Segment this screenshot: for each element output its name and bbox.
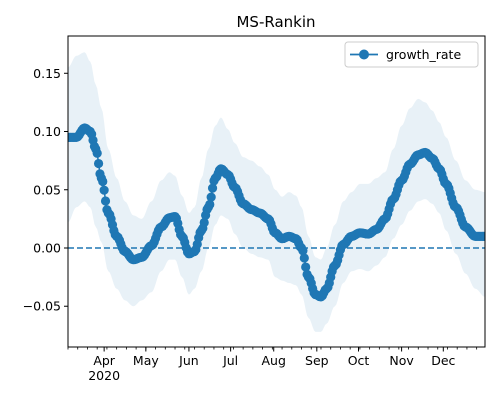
data-point bbox=[301, 262, 311, 272]
x-tick-label: Jun bbox=[178, 353, 199, 368]
plot-content bbox=[68, 52, 485, 332]
y-tick-label: 0.00 bbox=[33, 240, 61, 255]
x-tick-label: Jul bbox=[222, 353, 238, 368]
data-point bbox=[206, 192, 216, 202]
x-tick-label: Nov bbox=[389, 353, 414, 368]
data-point bbox=[207, 183, 218, 193]
axes-frame bbox=[67, 35, 486, 348]
confidence-band bbox=[68, 52, 485, 332]
data-point bbox=[199, 217, 209, 228]
data-point bbox=[299, 253, 309, 263]
data-point bbox=[98, 176, 108, 187]
x-tick-label: Apr bbox=[93, 353, 115, 368]
legend: growth_rate bbox=[344, 41, 479, 68]
legend-marker-swatch bbox=[359, 49, 369, 60]
y-tick-label: 0.05 bbox=[33, 182, 61, 197]
data-point bbox=[92, 148, 102, 158]
series-markers-growth-rate bbox=[68, 123, 485, 302]
chart-title: MS-Rankin bbox=[236, 13, 315, 31]
data-point bbox=[93, 158, 104, 169]
x-tick-sublabel-year: 2020 bbox=[88, 368, 120, 383]
x-tick-label: Aug bbox=[262, 353, 286, 368]
y-tick-label: 0.15 bbox=[33, 66, 61, 81]
x-tick-label: Oct bbox=[348, 353, 370, 368]
x-tick-label: Dec bbox=[431, 353, 455, 368]
y-tick-label: −0.05 bbox=[23, 299, 61, 314]
data-point bbox=[100, 196, 111, 206]
data-point bbox=[480, 231, 485, 241]
x-tick-label: Sep bbox=[305, 353, 329, 368]
legend-label: growth_rate bbox=[386, 47, 461, 62]
plot-area bbox=[68, 52, 485, 332]
x-tick-label: May bbox=[133, 353, 159, 368]
data-point bbox=[205, 199, 215, 210]
y-tick-label: 0.10 bbox=[33, 124, 61, 139]
data-point bbox=[99, 185, 109, 195]
legend-box bbox=[344, 41, 479, 68]
data-point bbox=[298, 246, 308, 256]
